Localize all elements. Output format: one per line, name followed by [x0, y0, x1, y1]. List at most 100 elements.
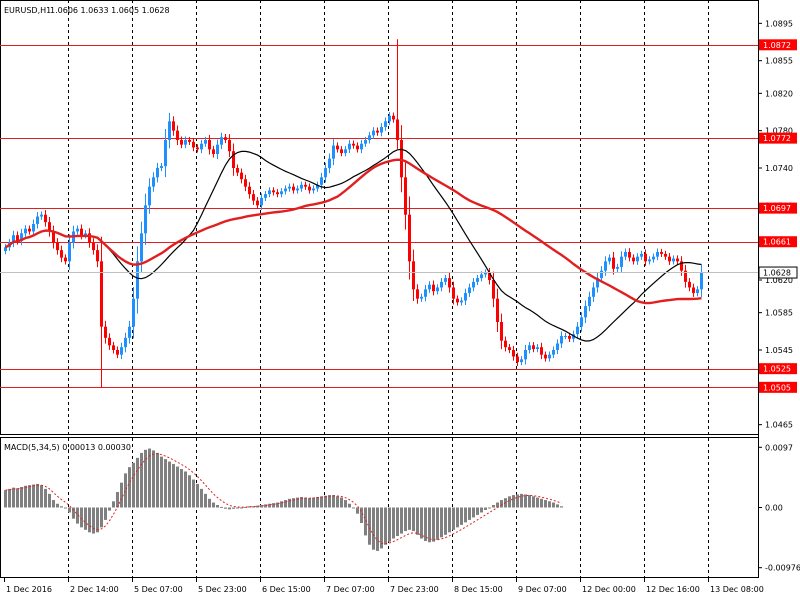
- price-tick-label: 1.0820: [765, 89, 793, 98]
- macd-bar: [408, 507, 411, 530]
- macd-bar: [252, 506, 255, 508]
- macd-bar: [328, 495, 331, 508]
- candle-body: [244, 179, 247, 187]
- level-lines: [0, 45, 758, 388]
- macd-bar: [508, 496, 511, 508]
- candle-body: [52, 231, 55, 243]
- macd-bar: [224, 507, 227, 509]
- candle-body: [396, 119, 399, 140]
- candle-body: [692, 287, 695, 294]
- candle-body: [220, 137, 223, 145]
- candle-body: [96, 250, 99, 262]
- candle-body: [512, 350, 515, 357]
- macd-bar: [472, 507, 475, 518]
- candle-body: [136, 261, 139, 299]
- macd-bar: [200, 488, 203, 508]
- candle-body: [520, 359, 523, 363]
- macd-bar: [412, 507, 415, 532]
- candle-body: [248, 186, 251, 195]
- macd-bar: [456, 507, 459, 528]
- macd-bar: [524, 494, 527, 508]
- level-label: 1.0772: [763, 134, 791, 143]
- macd-bar: [100, 507, 103, 528]
- macd-bar: [304, 497, 307, 508]
- macd-bar: [8, 488, 11, 508]
- candle-body: [596, 278, 599, 288]
- candle-body: [636, 256, 639, 262]
- level-label-box: [759, 363, 797, 375]
- candle-body: [600, 270, 603, 279]
- candle-body: [652, 256, 655, 260]
- candle-body: [540, 347, 543, 355]
- candle-body: [304, 184, 307, 187]
- candle-body: [472, 281, 475, 288]
- macd-bar: [108, 507, 111, 511]
- macd-bar: [48, 493, 51, 508]
- candle-body: [488, 272, 491, 280]
- macd-bar: [212, 502, 215, 508]
- candle-body: [320, 177, 323, 185]
- level-label: 1.0872: [763, 41, 791, 50]
- candle-body: [440, 281, 443, 288]
- macd-bar: [276, 502, 279, 508]
- macd-histogram: [4, 448, 563, 551]
- macd-bar: [360, 507, 363, 524]
- candle-body: [104, 326, 107, 338]
- candle-body: [604, 261, 607, 271]
- time-tick-label: 5 Dec 07:00: [134, 585, 183, 594]
- candle-body: [112, 345, 115, 350]
- candle-body: [24, 228, 27, 234]
- time-tick-label: 12 Dec 16:00: [646, 585, 700, 594]
- candle-body: [392, 115, 395, 120]
- candle-body: [424, 289, 427, 297]
- macd-bar: [512, 495, 515, 508]
- candle-body: [576, 326, 579, 335]
- candle-body: [60, 250, 63, 258]
- level-label-box: [759, 132, 797, 144]
- macd-tick-label: 0.0097: [765, 443, 793, 452]
- candle-body: [408, 214, 411, 262]
- macd-bar: [192, 479, 195, 508]
- candle-body: [656, 252, 659, 257]
- candle-body: [484, 272, 487, 275]
- candle-body: [348, 143, 351, 150]
- candle-body: [44, 214, 47, 223]
- candle-body: [624, 252, 627, 257]
- macd-axis: 0.0097 0.00 -0.00976: [758, 443, 800, 573]
- candle-body: [532, 345, 535, 350]
- macd-bar: [476, 507, 479, 515]
- macd-bar: [392, 507, 395, 539]
- macd-bar: [468, 507, 471, 520]
- macd-bar: [376, 507, 379, 551]
- candle-body: [56, 242, 59, 251]
- macd-bar: [56, 503, 59, 508]
- macd-bar: [404, 507, 407, 532]
- candle-body: [216, 144, 219, 154]
- macd-bar: [180, 469, 183, 508]
- candle-body: [480, 274, 483, 279]
- candle-body: [464, 293, 467, 301]
- macd-bar: [300, 496, 303, 508]
- candle-body: [588, 296, 591, 307]
- macd-bar: [96, 507, 99, 533]
- macd-bar: [520, 493, 523, 508]
- macd-bar: [388, 507, 391, 542]
- macd-bar: [72, 507, 75, 519]
- macd-bar: [448, 507, 451, 533]
- candle-body: [380, 126, 383, 133]
- candle-body: [536, 347, 539, 350]
- time-tick-label: 2 Dec 14:00: [70, 585, 119, 594]
- candle-body: [436, 287, 439, 292]
- candle-body: [584, 306, 587, 318]
- macd-bar: [440, 507, 443, 538]
- time-tick-label: 9 Dec 07:00: [518, 585, 567, 594]
- macd-bar: [528, 495, 531, 508]
- candle-body: [648, 259, 651, 262]
- macd-bar: [544, 500, 547, 508]
- macd-bar: [340, 497, 343, 508]
- candle-body: [592, 287, 595, 297]
- macd-bar: [236, 507, 239, 509]
- macd-bar: [460, 507, 463, 525]
